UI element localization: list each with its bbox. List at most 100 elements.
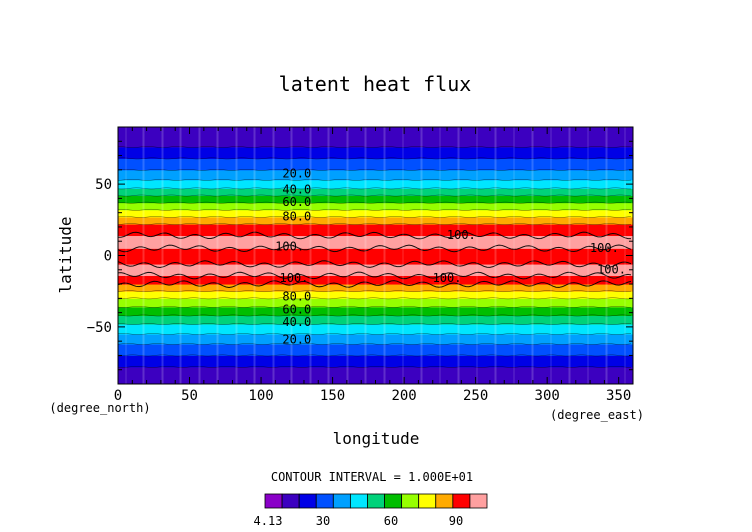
band-5 xyxy=(118,315,633,325)
colorbar-tick-label-0: 4.13 xyxy=(254,514,283,528)
band-20 xyxy=(118,179,633,189)
band-3 xyxy=(118,334,633,345)
colorbar-tick-label-2: 60 xyxy=(384,514,398,528)
contour-label-5: 100. xyxy=(447,228,476,242)
contour-line-17 xyxy=(118,208,632,211)
colorbar-tick-labels: 4.13 30 60 90 xyxy=(254,514,464,528)
band-17 xyxy=(118,202,633,211)
contour-line-24 xyxy=(118,146,632,148)
contour-line-11 xyxy=(118,271,632,280)
x-tick-label-350: 350 xyxy=(606,388,631,404)
band-9 xyxy=(118,284,633,292)
contour-label-1: 40.0 xyxy=(282,182,311,196)
colorbar-cell-7 xyxy=(384,493,403,509)
contour-line-1 xyxy=(118,366,632,368)
colorbar-cell-1 xyxy=(281,493,300,509)
contour-label-9: 100. xyxy=(433,271,462,285)
contour-line-21 xyxy=(118,178,632,181)
colorbar-cell-0 xyxy=(264,493,283,509)
band-13 xyxy=(118,235,633,249)
x-tick-label-50: 50 xyxy=(181,388,198,404)
contour-label-13: 20.0 xyxy=(282,332,311,346)
y-tick-label--50: −50 xyxy=(87,320,112,336)
contour-label-10: 80.0 xyxy=(282,289,311,303)
band-1 xyxy=(118,355,633,368)
colorbar-cell-10 xyxy=(435,493,454,509)
contour-interval-label: CONTOUR INTERVAL = 1.000E+01 xyxy=(271,470,473,484)
contour-line-19 xyxy=(118,194,632,197)
x-axis-label: longitude xyxy=(333,429,420,448)
colorbar-cell-12 xyxy=(469,493,488,509)
band-11 xyxy=(118,264,633,276)
colorbar-cell-4 xyxy=(332,493,351,509)
contour-line-8 xyxy=(118,297,632,300)
y-tick-label-0: 0 xyxy=(104,249,112,265)
colorbar-cell-6 xyxy=(367,493,385,509)
contour-line-2 xyxy=(118,354,632,357)
contour-line-10 xyxy=(118,280,632,288)
colorbar-cell-11 xyxy=(452,493,471,509)
contour-label-0: 20.0 xyxy=(282,167,311,181)
y-unit-label: (degree_north) xyxy=(49,401,150,415)
colorbar-tick-label-3: 90 xyxy=(449,514,463,528)
contour-label-11: 60.0 xyxy=(282,302,311,316)
y-axis: −50 0 50 xyxy=(87,126,633,385)
x-tick-label-300: 300 xyxy=(535,388,560,404)
contour-line-13 xyxy=(118,244,632,253)
x-tick-label-250: 250 xyxy=(463,388,488,404)
band-21 xyxy=(118,169,633,181)
band-22 xyxy=(118,158,633,171)
plot-area xyxy=(118,127,633,384)
contour-line-23 xyxy=(118,157,632,160)
band-7 xyxy=(118,298,633,308)
band-12 xyxy=(118,248,633,265)
contour-label-2: 60.0 xyxy=(282,195,311,209)
contour-line-9 xyxy=(118,290,632,293)
colorbar-cell-2 xyxy=(298,493,317,509)
contour-line-18 xyxy=(118,201,632,204)
contour-line-22 xyxy=(118,168,632,171)
x-unit-label: (degree_east) xyxy=(550,408,644,422)
contour-label-6: 100. xyxy=(590,241,619,255)
x-tick-label-150: 150 xyxy=(320,388,345,404)
contour-line-12 xyxy=(118,260,632,268)
chart-title: latent heat flux xyxy=(279,72,472,96)
contour-line-16 xyxy=(118,216,632,218)
x-tick-label-0: 0 xyxy=(114,388,122,404)
colorbar xyxy=(264,493,488,509)
colorbar-cell-5 xyxy=(349,493,368,509)
band-2 xyxy=(118,344,633,356)
band-14 xyxy=(118,224,633,237)
band-23 xyxy=(118,146,633,159)
vertical-streaks xyxy=(125,127,626,384)
colorbar-cell-3 xyxy=(315,493,334,509)
band-10 xyxy=(118,275,633,285)
contour-line-15 xyxy=(118,223,632,225)
contour-label-4: 100. xyxy=(275,240,304,254)
contour-label-7: 100. xyxy=(597,262,626,276)
band-18 xyxy=(118,195,633,204)
contour-line-4 xyxy=(118,333,632,335)
colorbar-tick-label-1: 30 xyxy=(316,514,330,528)
band-16 xyxy=(118,209,633,218)
y-axis-label: latitude xyxy=(56,216,75,293)
colorbar-cell-8 xyxy=(401,493,420,509)
contour-label-3: 80.0 xyxy=(282,210,311,224)
band-0 xyxy=(118,366,633,384)
x-tick-label-200: 200 xyxy=(391,388,416,404)
band-6 xyxy=(118,306,633,316)
x-axis: 0 50 100 150 200 250 300 350 xyxy=(114,127,634,404)
x-tick-label-100: 100 xyxy=(248,388,273,404)
contour-lines xyxy=(118,146,632,368)
latitude-bands xyxy=(118,127,633,384)
colorbar-cell-9 xyxy=(418,493,437,509)
contour-line-3 xyxy=(118,343,632,345)
y-tick-label-50: 50 xyxy=(95,177,112,193)
contour-line-5 xyxy=(118,323,632,325)
contour-label-8: 100. xyxy=(280,271,309,285)
contour-line-14 xyxy=(118,231,632,240)
band-4 xyxy=(118,324,633,335)
band-19 xyxy=(118,188,633,197)
